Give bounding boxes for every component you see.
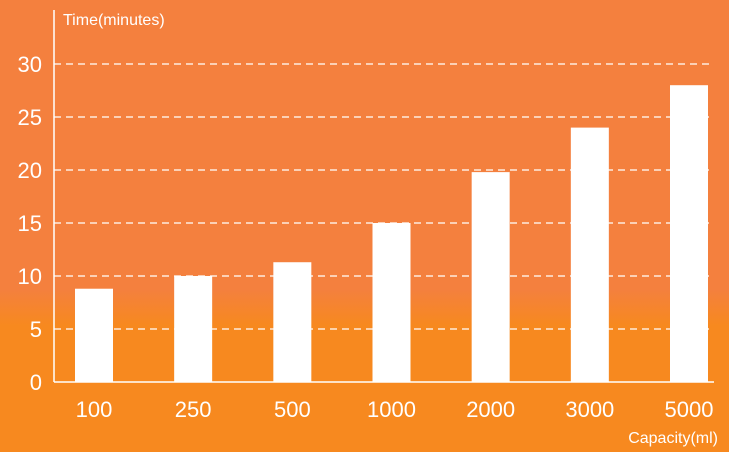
bar-2000 bbox=[471, 172, 510, 382]
bar-500 bbox=[273, 262, 312, 382]
x-tick-label: 250 bbox=[175, 397, 212, 422]
x-tick-label: 2000 bbox=[466, 397, 515, 422]
x-tick-label: 3000 bbox=[565, 397, 614, 422]
y-tick-label: 30 bbox=[18, 52, 42, 77]
x-tick-label: 5000 bbox=[665, 397, 714, 422]
x-tick-label: 100 bbox=[76, 397, 113, 422]
x-axis-title: Capacity(ml) bbox=[628, 430, 718, 447]
y-tick-label: 10 bbox=[18, 264, 42, 289]
x-tick-label: 1000 bbox=[367, 397, 416, 422]
bar-250 bbox=[174, 276, 213, 382]
x-tick-label: 500 bbox=[274, 397, 311, 422]
bar-1000 bbox=[372, 223, 411, 382]
bar-3000 bbox=[570, 127, 609, 382]
y-tick-label: 15 bbox=[18, 211, 42, 236]
y-tick-labels: 0 5 10 15 20 25 30 bbox=[18, 52, 42, 395]
bars bbox=[75, 85, 708, 382]
y-tick-label: 20 bbox=[18, 158, 42, 183]
y-tick-label: 0 bbox=[30, 370, 42, 395]
bar-100 bbox=[75, 288, 113, 382]
y-tick-label: 5 bbox=[30, 317, 42, 342]
bar-5000 bbox=[670, 85, 708, 382]
x-tick-labels: 100 250 500 1000 2000 3000 5000 bbox=[76, 397, 714, 422]
y-axis-title: Time(minutes) bbox=[63, 12, 165, 29]
y-tick-label: 25 bbox=[18, 105, 42, 130]
